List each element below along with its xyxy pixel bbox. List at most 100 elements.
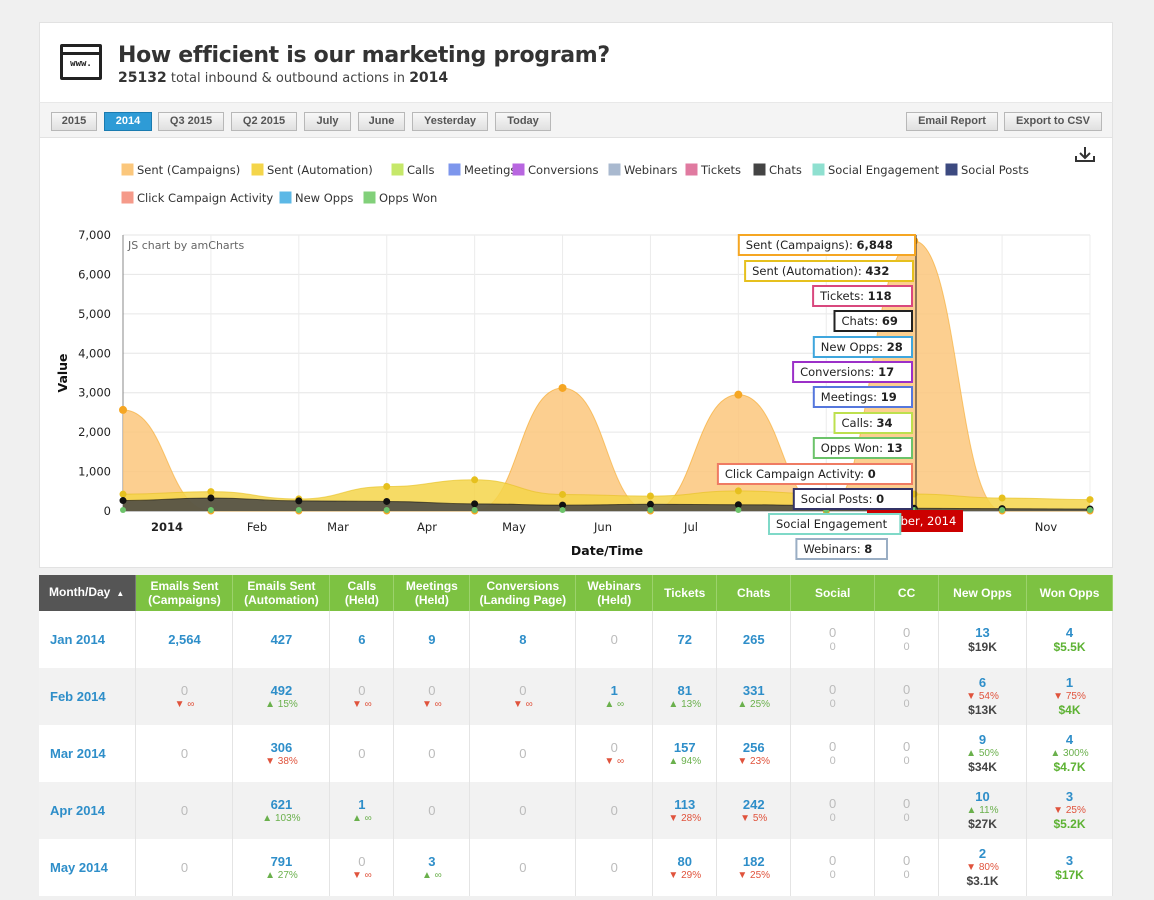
period-button-july[interactable]: July [304,112,351,131]
legend-item-webinars[interactable]: Webinars [608,163,677,177]
table-row: Mar 2014 0 306 ▼ 38% 0 0 0 0 ▼ ∞ 157 ▲ 94% 256 ▼ 23%… [39,725,1114,782]
tooltip-box [812,336,913,358]
tooltip-value: 28 [887,340,903,354]
cell-value[interactable]: 492 [270,682,293,698]
column-header-tickets[interactable]: Tickets [652,575,718,611]
cell-value[interactable]: 621 [270,796,293,812]
change-down-indicator: ▼ 25% [737,869,771,881]
cell-value: 0 [428,746,436,761]
column-header-new-opps[interactable]: New Opps [938,575,1027,611]
cell-value[interactable]: 157 [673,739,696,755]
tooltip-box [716,463,914,485]
x-tick-label: Apr [417,520,437,534]
period-button-q2-2015[interactable]: Q2 2015 [231,112,297,131]
column-header-social[interactable]: Social [790,575,876,611]
column-header-chats[interactable]: Chats [716,575,792,611]
marketing-actions-chart[interactable]: Sent (Campaigns) Sent (Automation) Calls Me… [40,138,1114,568]
cell-value[interactable]: 13 [975,624,990,640]
cell-value[interactable]: 8 [519,632,527,647]
cell-value[interactable]: 6 [358,632,366,647]
month-cell[interactable]: May 2014 [39,839,137,896]
cell-value[interactable]: 1 [1065,675,1074,690]
cell-value[interactable]: 4 [1065,624,1074,640]
cell-amount: $5.2K [1053,817,1086,831]
period-button-yesterday[interactable]: Yesterday [412,112,488,131]
column-header-won-opps[interactable]: Won Opps [1026,575,1114,611]
change-up-indicator: ▲ 50% [966,748,999,759]
legend-item-click-campaign-activity[interactable]: Click Campaign Activity [121,191,273,205]
column-header-cc[interactable]: CC [874,575,940,611]
period-button-2014[interactable]: 2014 [104,112,152,131]
column-header-meetings[interactable]: Meetings (Held) [393,575,471,611]
legend-item-calls[interactable]: Calls [391,163,434,177]
cell-value[interactable]: 9 [428,632,436,647]
data-point-chats [734,501,742,509]
column-header-emails-sent[interactable]: Emails Sent (Automation) [232,575,331,611]
column-header-month-day[interactable]: Month/Day ▲ [39,575,137,611]
cell-value[interactable]: 331 [742,682,765,698]
cell-value[interactable]: 256 [742,739,765,755]
table-cell: 256 ▼ 23% [716,725,792,782]
column-header-calls[interactable]: Calls (Held) [329,575,395,611]
cell-amount: $27K [968,817,997,831]
cell-value[interactable]: 2,564 [168,632,201,647]
email-report-button[interactable]: Email Report [906,112,998,131]
column-header-conversions[interactable]: Conversions (Landing Page) [469,575,577,611]
cell-value[interactable]: 3 [428,853,436,869]
legend-label: Click Campaign Activity [137,191,273,205]
legend-item-new-opps[interactable]: New Opps [279,191,353,205]
month-cell[interactable]: Mar 2014 [39,725,137,782]
cell-value[interactable]: 6 [978,675,987,690]
sort-ascending-icon[interactable]: ▲ [116,589,125,598]
period-button-june[interactable]: June [358,112,405,131]
legend-item-social-posts[interactable]: Social Posts [945,163,1029,177]
cell-value[interactable]: 242 [742,796,765,812]
cell-value[interactable]: 81 [677,682,692,698]
cell-value[interactable]: 265 [742,632,765,647]
period-button-q3-2015[interactable]: Q3 2015 [158,112,224,131]
cell-value[interactable]: 4 [1065,732,1074,747]
table-cell: 0 [393,725,471,782]
cell-value[interactable]: 72 [677,632,692,647]
month-cell[interactable]: Feb 2014 [39,668,137,725]
data-point-opps-won [1087,507,1093,513]
cell-value[interactable]: 427 [270,632,293,647]
month-cell[interactable]: Apr 2014 [39,782,137,839]
legend-item-conversions[interactable]: Conversions [512,163,598,177]
cell-value[interactable]: 80 [677,853,692,869]
cell-value: 0 [902,624,911,640]
cell-value[interactable]: 2 [978,846,987,861]
tooltip-label: Tickets: [819,289,868,303]
cell-value[interactable]: 3 [1065,852,1074,868]
cell-value[interactable]: 1 [610,682,618,698]
cell-value[interactable]: 182 [742,853,765,869]
cell-value[interactable]: 10 [975,789,990,804]
month-cell[interactable]: Jan 2014 [39,611,137,668]
cell-value[interactable]: 3 [1065,789,1074,804]
legend-item-tickets[interactable]: Tickets [685,163,741,177]
legend-item-sent-campaigns[interactable]: Sent (Campaigns) [121,163,240,177]
cell-value: 0 [902,795,911,811]
tooltip-value: 432 [865,264,889,278]
cell-value[interactable]: 113 [674,796,696,812]
cell-value[interactable]: 306 [270,739,293,755]
legend-item-meetings[interactable]: Meetings [448,163,516,177]
column-header-emails-sent[interactable]: Emails Sent (Campaigns) [135,575,234,611]
period-button-2015[interactable]: 2015 [51,112,97,131]
export-csv-button[interactable]: Export to CSV [1004,112,1102,131]
cell-value[interactable]: 1 [358,796,366,812]
cell-value: 0 [610,860,618,875]
legend-item-opps-won[interactable]: Opps Won [363,191,437,205]
legend-item-social-engagement[interactable]: Social Engagement [812,163,940,177]
period-button-today[interactable]: Today [495,112,551,131]
tooltip-new-opps: New Opps: 28 [812,336,913,358]
download-icon[interactable] [1075,147,1095,162]
cell-value[interactable]: 791 [270,853,293,869]
change-down-indicator: ▼ 80% [966,862,999,873]
table-cell: 3 $17K [1026,839,1114,896]
legend-item-chats[interactable]: Chats [753,163,802,177]
column-header-webinars[interactable]: Webinars (Held) [575,575,654,611]
legend-item-sent-automation[interactable]: Sent (Automation) [251,163,373,177]
cell-value[interactable]: 9 [978,732,987,747]
